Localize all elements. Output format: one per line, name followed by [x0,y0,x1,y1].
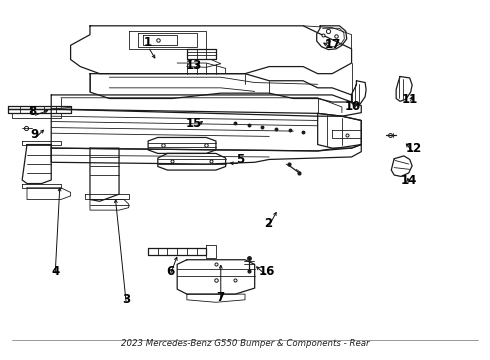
Text: 7: 7 [217,291,225,304]
Text: 14: 14 [400,174,417,187]
Text: 16: 16 [259,265,275,278]
Text: 3: 3 [122,293,130,306]
Text: 6: 6 [166,265,174,278]
Text: 8: 8 [29,105,37,118]
Text: 15: 15 [186,117,202,130]
Text: 2023 Mercedes-Benz G550 Bumper & Components - Rear: 2023 Mercedes-Benz G550 Bumper & Compone… [121,339,369,348]
Text: 5: 5 [236,153,245,166]
Text: 11: 11 [402,93,418,106]
Text: 9: 9 [30,128,38,141]
Text: 1: 1 [144,36,152,49]
Text: 10: 10 [344,100,361,113]
Text: 4: 4 [51,265,59,278]
Text: 17: 17 [325,38,342,51]
Text: 2: 2 [264,217,272,230]
Text: 13: 13 [186,59,202,72]
Text: 12: 12 [405,142,422,155]
